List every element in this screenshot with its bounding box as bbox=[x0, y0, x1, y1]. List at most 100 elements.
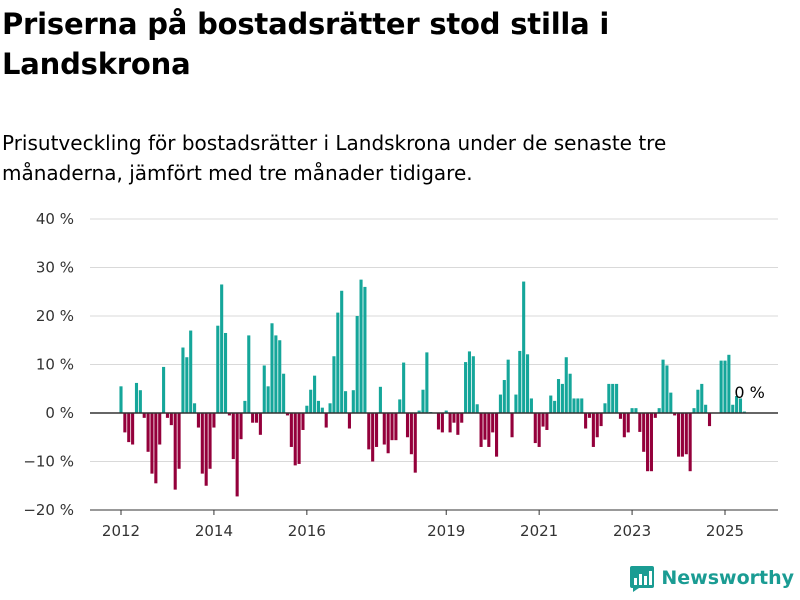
bar bbox=[309, 389, 313, 413]
bar bbox=[371, 413, 375, 462]
bar bbox=[270, 323, 274, 413]
bar bbox=[487, 413, 491, 447]
bar bbox=[405, 413, 410, 438]
bar bbox=[495, 413, 499, 457]
bar bbox=[127, 413, 131, 443]
bar bbox=[181, 347, 185, 413]
bar bbox=[254, 413, 259, 423]
y-tick-label: 40 % bbox=[36, 210, 74, 228]
bar bbox=[146, 413, 150, 452]
bar bbox=[700, 383, 704, 413]
bar bbox=[162, 366, 166, 413]
bar bbox=[595, 413, 599, 438]
bar bbox=[328, 403, 332, 413]
bar bbox=[313, 375, 317, 413]
axis-labels: −20 % −10 % 0 % 10 % 20 % 30 % 40 % 2012 2014 201… bbox=[23, 210, 765, 540]
bar bbox=[258, 413, 262, 435]
bar bbox=[630, 408, 634, 413]
bar bbox=[347, 413, 351, 429]
bar bbox=[251, 413, 255, 423]
bar bbox=[460, 413, 464, 423]
brand-name: Newsworthy bbox=[661, 567, 794, 589]
bar bbox=[471, 356, 475, 413]
newsworthy-logo-icon bbox=[630, 566, 655, 592]
bar bbox=[684, 413, 688, 455]
bar bbox=[738, 398, 743, 413]
bar bbox=[642, 413, 646, 452]
bar bbox=[498, 394, 502, 413]
bar bbox=[556, 379, 561, 413]
bar bbox=[247, 335, 251, 413]
bar bbox=[688, 413, 692, 472]
bar bbox=[297, 413, 301, 464]
bar bbox=[305, 405, 309, 413]
bar bbox=[669, 392, 673, 413]
bar-chart: −20 % −10 % 0 % 10 % 20 % 30 % 40 % 2012 2014 201… bbox=[23, 210, 778, 540]
bar bbox=[603, 403, 607, 413]
bar bbox=[568, 373, 572, 413]
bar bbox=[564, 357, 568, 413]
bar bbox=[549, 395, 553, 413]
x-tick-label: 2019 bbox=[427, 522, 465, 540]
bar bbox=[243, 400, 247, 413]
bar bbox=[173, 413, 177, 490]
brand-logo[interactable]: Newsworthy bbox=[629, 564, 794, 592]
bar bbox=[456, 413, 460, 435]
bar bbox=[177, 413, 181, 469]
bar bbox=[584, 413, 588, 429]
bar bbox=[646, 413, 650, 472]
bar bbox=[638, 413, 642, 432]
bar bbox=[413, 413, 417, 473]
bar bbox=[525, 354, 530, 413]
bar bbox=[599, 413, 603, 427]
bar bbox=[622, 413, 626, 438]
bar bbox=[142, 413, 146, 418]
bar bbox=[227, 413, 231, 416]
bar bbox=[533, 413, 537, 444]
bar bbox=[483, 413, 487, 440]
bar bbox=[673, 413, 677, 416]
bar bbox=[560, 383, 564, 413]
bar bbox=[452, 413, 456, 423]
bar bbox=[537, 413, 541, 447]
bar bbox=[479, 413, 483, 447]
bar bbox=[204, 413, 208, 486]
bar bbox=[165, 413, 170, 418]
bar bbox=[134, 382, 139, 413]
bar bbox=[119, 386, 123, 413]
bar bbox=[398, 399, 402, 413]
bar bbox=[649, 413, 653, 472]
bar bbox=[444, 410, 448, 413]
bar bbox=[363, 286, 367, 413]
grid-lines bbox=[90, 218, 778, 462]
bar bbox=[359, 279, 363, 413]
y-tick-label: −20 % bbox=[23, 501, 74, 519]
bar bbox=[576, 398, 580, 413]
bar bbox=[707, 413, 712, 427]
bar bbox=[154, 413, 158, 484]
bar bbox=[704, 404, 708, 413]
bar bbox=[665, 365, 669, 413]
bar bbox=[289, 413, 293, 447]
bars bbox=[119, 279, 746, 497]
bar bbox=[587, 413, 592, 418]
bar bbox=[409, 413, 413, 455]
chart-subtitle: Prisutveckling för bostadsrätter i Lands… bbox=[2, 131, 667, 185]
bar bbox=[216, 325, 220, 413]
bar bbox=[522, 281, 526, 413]
bar bbox=[344, 391, 348, 413]
x-tick-label: 2016 bbox=[288, 522, 326, 540]
bar bbox=[553, 400, 557, 413]
bar bbox=[436, 413, 441, 430]
bar bbox=[301, 413, 305, 430]
x-tick-label: 2023 bbox=[613, 522, 651, 540]
x-tick-label: 2014 bbox=[195, 522, 233, 540]
bar bbox=[131, 413, 135, 445]
bar bbox=[274, 335, 278, 413]
bar bbox=[316, 400, 321, 413]
bar bbox=[417, 410, 421, 413]
y-tick-label: 20 % bbox=[36, 307, 74, 325]
bar bbox=[378, 386, 382, 413]
bar bbox=[239, 413, 243, 440]
bar bbox=[189, 330, 193, 413]
